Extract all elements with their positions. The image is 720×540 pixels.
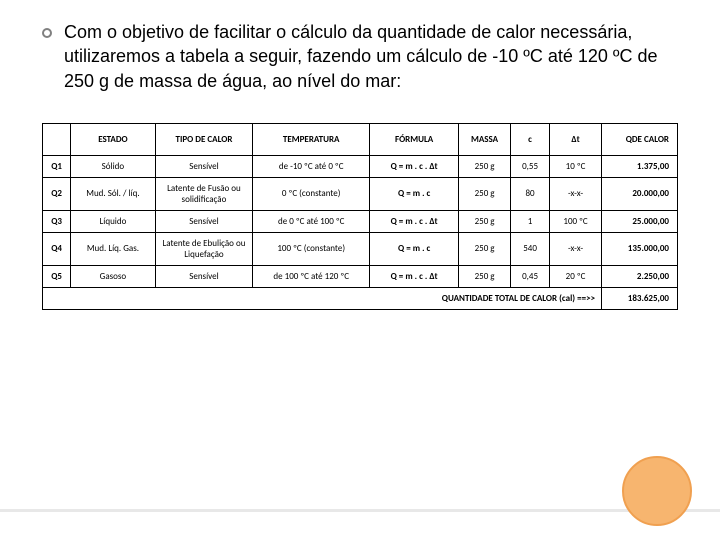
table-row: Q1 Sólido Sensível de -10 ºC até 0 ºC Q … (43, 155, 678, 177)
cell-dt: 20 ºC (550, 265, 602, 287)
cell-q: Q2 (43, 177, 71, 210)
cell-estado: Gasoso (71, 265, 156, 287)
cell-c: 80 (511, 177, 550, 210)
decorative-circle-icon (622, 456, 692, 526)
cell-dt: -x-x- (550, 232, 602, 265)
cell-c: 1 (511, 210, 550, 232)
table-total-row: QUANTIDADE TOTAL DE CALOR (cal) ==>> 183… (43, 287, 678, 309)
col-header-blank (43, 123, 71, 155)
cell-qde: 1.375,00 (602, 155, 678, 177)
cell-formula: Q = m . c (370, 232, 459, 265)
heat-table-container: ESTADO TIPO DE CALOR TEMPERATURA FÓRMULA… (42, 123, 678, 310)
cell-formula: Q = m . c (370, 177, 459, 210)
cell-formula: Q = m . c . Δt (370, 210, 459, 232)
cell-formula: Q = m . c . Δt (370, 155, 459, 177)
col-header-qde: QDE CALOR (602, 123, 678, 155)
col-header-c: c (511, 123, 550, 155)
cell-tipo: Latente de Ebulição ou Liquefação (155, 232, 253, 265)
col-header-temperatura: TEMPERATURA (253, 123, 370, 155)
col-header-formula: FÓRMULA (370, 123, 459, 155)
table-header-row: ESTADO TIPO DE CALOR TEMPERATURA FÓRMULA… (43, 123, 678, 155)
cell-tipo: Sensível (155, 210, 253, 232)
cell-tipo: Latente de Fusão ou solidificação (155, 177, 253, 210)
cell-qde: 25.000,00 (602, 210, 678, 232)
cell-formula: Q = m . c . Δt (370, 265, 459, 287)
col-header-massa: MASSA (459, 123, 511, 155)
table-row: Q5 Gasoso Sensível de 100 ºC até 120 ºC … (43, 265, 678, 287)
cell-qde: 135.000,00 (602, 232, 678, 265)
cell-estado: Líquido (71, 210, 156, 232)
cell-q: Q5 (43, 265, 71, 287)
cell-dt: 10 ºC (550, 155, 602, 177)
cell-estado: Sólido (71, 155, 156, 177)
cell-massa: 250 g (459, 210, 511, 232)
cell-c: 540 (511, 232, 550, 265)
bullet-paragraph-row: Com o objetivo de facilitar o cálculo da… (42, 20, 678, 93)
cell-c: 0,55 (511, 155, 550, 177)
slide: Com o objetivo de facilitar o cálculo da… (0, 0, 720, 540)
cell-massa: 250 g (459, 265, 511, 287)
cell-qde: 2.250,00 (602, 265, 678, 287)
cell-temp: de 0 ºC até 100 ºC (253, 210, 370, 232)
table-row: Q3 Líquido Sensível de 0 ºC até 100 ºC Q… (43, 210, 678, 232)
cell-dt: 100 ºC (550, 210, 602, 232)
cell-q: Q1 (43, 155, 71, 177)
total-label: QUANTIDADE TOTAL DE CALOR (cal) ==>> (43, 287, 602, 309)
intro-paragraph: Com o objetivo de facilitar o cálculo da… (64, 20, 678, 93)
cell-temp: de -10 ºC até 0 ºC (253, 155, 370, 177)
bullet-icon (42, 28, 52, 38)
cell-tipo: Sensível (155, 155, 253, 177)
cell-q: Q3 (43, 210, 71, 232)
cell-temp: de 100 ºC até 120 ºC (253, 265, 370, 287)
cell-dt: -x-x- (550, 177, 602, 210)
cell-massa: 250 g (459, 155, 511, 177)
cell-temp: 100 ºC (constante) (253, 232, 370, 265)
cell-qde: 20.000,00 (602, 177, 678, 210)
cell-temp: 0 ºC (constante) (253, 177, 370, 210)
table-row: Q4 Mud. Líq. Gas. Latente de Ebulição ou… (43, 232, 678, 265)
cell-c: 0,45 (511, 265, 550, 287)
cell-massa: 250 g (459, 232, 511, 265)
cell-q: Q4 (43, 232, 71, 265)
col-header-estado: ESTADO (71, 123, 156, 155)
heat-table: ESTADO TIPO DE CALOR TEMPERATURA FÓRMULA… (42, 123, 678, 310)
decorative-line (0, 509, 720, 512)
col-header-tipo: TIPO DE CALOR (155, 123, 253, 155)
cell-estado: Mud. Sól. / líq. (71, 177, 156, 210)
total-value: 183.625,00 (602, 287, 678, 309)
cell-estado: Mud. Líq. Gas. (71, 232, 156, 265)
col-header-dt: Δt (550, 123, 602, 155)
cell-tipo: Sensível (155, 265, 253, 287)
cell-massa: 250 g (459, 177, 511, 210)
table-row: Q2 Mud. Sól. / líq. Latente de Fusão ou … (43, 177, 678, 210)
